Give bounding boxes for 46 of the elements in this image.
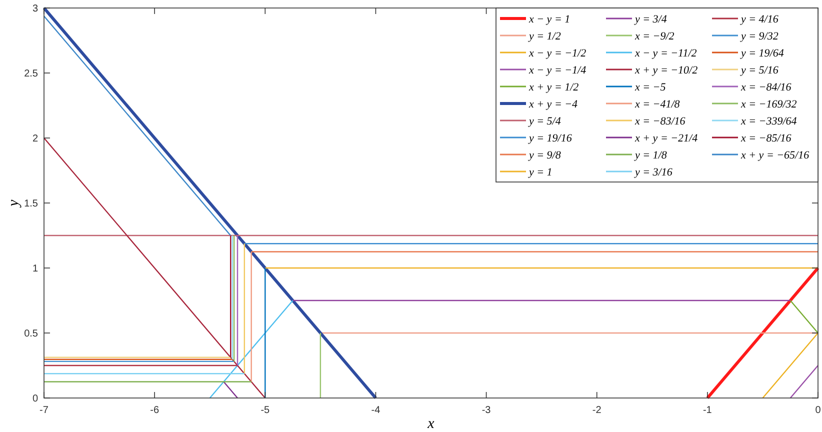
legend-label: x = −41/8 (634, 98, 680, 110)
legend-label: y = 1/2 (528, 30, 562, 42)
x-tick-label: 0 (815, 405, 822, 416)
legend-label: x = −9/2 (634, 30, 675, 42)
x-axis-title: x (426, 416, 435, 432)
y-tick-label: 1 (32, 264, 38, 274)
legend-label: x + y = −65/16 (740, 150, 810, 162)
x-tick-label: -1 (702, 405, 712, 416)
legend-label: y = 5/16 (740, 64, 779, 76)
y-axis-title: y (6, 199, 22, 208)
x-tick-label: -3 (482, 405, 492, 416)
y-tick-label: 2.5 (24, 68, 38, 80)
legend-label: x − y = −1/4 (528, 64, 587, 76)
legend-label: x = −85/16 (740, 132, 792, 144)
legend-label: y = 4/16 (740, 14, 779, 26)
y-tick-label: 2 (32, 134, 38, 144)
legend-label: x + y = −4 (528, 98, 578, 110)
x-tick-label: -7 (40, 405, 49, 416)
legend-label: x + y = 1/2 (528, 82, 580, 94)
legend-label: y = 19/16 (528, 132, 572, 144)
legend-label: x = −83/16 (634, 116, 686, 128)
legend-label: y = 1/8 (634, 150, 668, 162)
legend-label: y = 3/4 (634, 14, 668, 26)
x-tick-label: -6 (150, 405, 160, 416)
legend-label: x = −5 (634, 82, 666, 94)
x-tick-label: -2 (592, 405, 602, 416)
y-tick-label: 3 (32, 4, 38, 14)
legend-label: x + y = −21/4 (634, 132, 698, 144)
legend-label: y = 9/8 (528, 150, 562, 162)
x-tick-label: -4 (371, 405, 381, 416)
legend-label: x = −84/16 (740, 82, 792, 94)
legend-label: x − y = 1 (528, 14, 570, 26)
legend-label: x = −339/64 (740, 116, 798, 128)
legend-label: y = 3/16 (634, 166, 673, 178)
legend-label: y = 1 (528, 166, 552, 178)
y-tick-label: 0.5 (24, 328, 38, 340)
y-tick-label: 0 (32, 394, 38, 404)
x-tick-label: -5 (260, 405, 270, 416)
legend-label: x − y = −1/2 (528, 48, 587, 60)
legend-label: x = −169/32 (740, 98, 798, 110)
y-tick-label: 1.5 (24, 198, 38, 210)
legend-label: x − y = −11/2 (634, 48, 698, 60)
legend-label: y = 19/64 (740, 48, 784, 60)
legend-label: x + y = −10/2 (634, 64, 698, 76)
legend-label: y = 9/32 (740, 30, 779, 42)
legend-label: y = 5/4 (528, 116, 562, 128)
